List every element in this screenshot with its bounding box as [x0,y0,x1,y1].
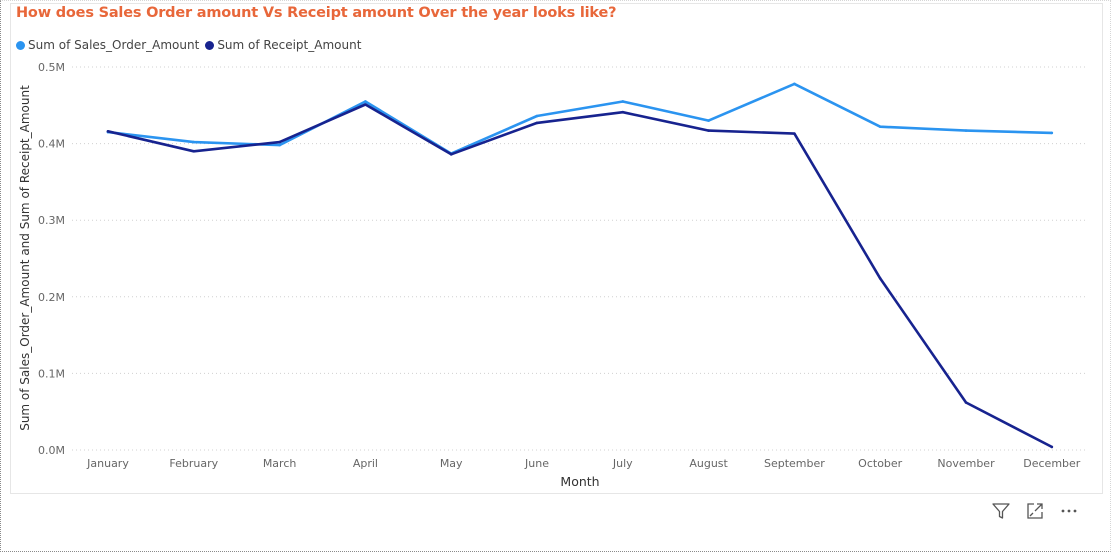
legend-item-receipt[interactable]: Sum of Receipt_Amount [205,38,361,52]
x-tick-label: November [937,457,995,470]
data-point-receipt [449,153,453,156]
data-point-sales [964,129,968,132]
data-point-sales [535,114,539,118]
more-options-icon[interactable] [1058,500,1080,522]
y-tick-label: 0.5M [38,61,65,74]
data-point-sales [192,140,196,144]
data-point-receipt [964,401,968,404]
data-point-sales [793,82,796,86]
data-point-receipt [364,103,367,106]
data-point-receipt [192,149,196,153]
data-point-receipt [878,277,882,280]
y-axis-title: Sum of Sales_Order_Amount and Sum of Rec… [18,85,32,431]
data-point-sales [621,100,625,103]
x-tick-label: May [440,457,463,470]
x-tick-label: August [689,457,728,470]
visual-toolbar [990,500,1080,522]
x-tick-label: February [169,457,218,470]
data-point-sales [1050,131,1054,135]
chart-legend: Sum of Sales_Order_Amount Sum of Receipt… [16,38,367,52]
data-point-receipt [278,140,281,144]
data-point-sales [364,100,367,103]
data-point-receipt [535,121,539,125]
data-point-receipt [707,129,710,132]
data-point-sales [278,143,281,147]
x-tick-label: October [858,457,902,470]
legend-label-receipt: Sum of Receipt_Amount [217,38,362,52]
x-tick-label: July [612,457,633,470]
data-point-sales [707,119,710,122]
y-tick-label: 0.0M [38,444,65,457]
x-tick-label: March [263,457,297,470]
series-line-receipt-amount [106,103,1054,449]
data-point-receipt [621,110,625,114]
y-tick-label: 0.1M [38,367,65,380]
legend-dot-receipt [205,40,215,50]
focus-mode-icon[interactable] [1024,500,1046,522]
x-axis-title: Month [560,474,599,489]
x-tick-label: April [353,457,378,470]
x-tick-label: January [86,457,129,470]
data-point-receipt [793,132,796,135]
legend-item-sales[interactable]: Sum of Sales_Order_Amount [16,38,199,52]
filter-icon[interactable] [990,500,1012,522]
y-tick-label: 0.2M [38,291,65,304]
x-tick-label: September [764,457,825,470]
data-point-sales [878,125,882,129]
data-point-receipt [106,130,110,133]
chart-title: How does Sales Order amount Vs Receipt a… [16,5,617,21]
x-tick-label: December [1023,457,1081,470]
data-point-receipt [1050,445,1054,449]
line-chart-visual[interactable] [10,3,1103,494]
x-tick-label: June [524,457,549,470]
y-tick-label: 0.4M [38,138,65,151]
legend-label-sales: Sum of Sales_Order_Amount [28,38,200,52]
y-tick-label: 0.3M [38,214,65,227]
legend-dot-sales [16,40,25,50]
